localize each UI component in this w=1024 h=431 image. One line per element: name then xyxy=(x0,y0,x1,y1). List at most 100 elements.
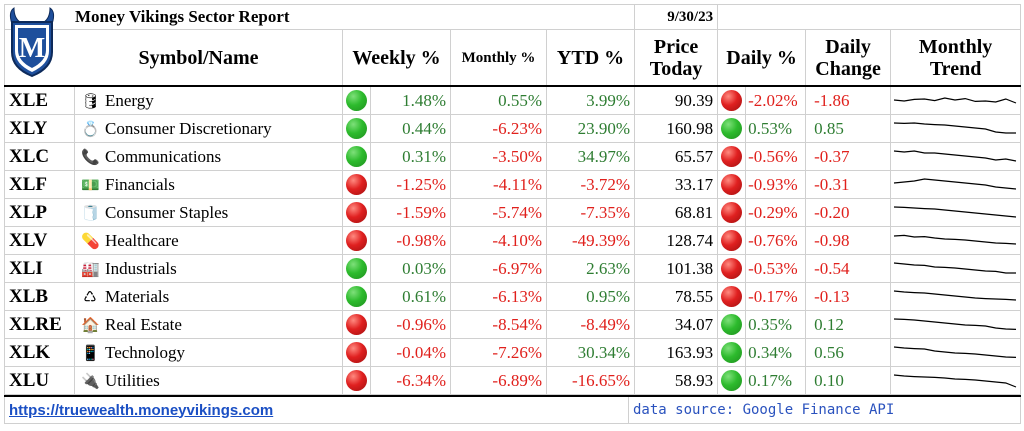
price-cell[interactable]: 68.81 xyxy=(634,198,719,227)
weekly-pct-cell[interactable]: -0.96% xyxy=(370,310,451,339)
ytd-pct-cell[interactable]: 2.63% xyxy=(545,254,636,283)
website-link[interactable]: https://truewealth.moneyvikings.com xyxy=(4,395,629,424)
daily-change-cell[interactable]: -0.20 xyxy=(805,198,892,227)
column-header-monthly[interactable]: Monthly % xyxy=(450,29,547,87)
daily-pct-cell[interactable]: -0.29% xyxy=(745,198,807,227)
ytd-pct-cell[interactable]: -49.39% xyxy=(545,226,636,255)
column-header-price[interactable]: Price Today xyxy=(634,29,719,87)
ytd-pct-cell[interactable]: -16.65% xyxy=(545,366,636,395)
price-cell[interactable]: 65.57 xyxy=(634,142,719,171)
monthly-trend-cell[interactable] xyxy=(890,338,1022,367)
monthly-pct-cell[interactable]: -4.11% xyxy=(450,170,547,199)
symbol-cell[interactable]: XLC xyxy=(4,142,75,171)
sector-name-cell[interactable]: 🧻 Consumer Staples xyxy=(74,198,343,227)
monthly-pct-cell[interactable]: -3.50% xyxy=(450,142,547,171)
ytd-pct-cell[interactable]: 23.90% xyxy=(545,114,636,143)
column-header-symbol-name[interactable]: Symbol/Name xyxy=(4,29,343,87)
monthly-pct-cell[interactable]: -4.10% xyxy=(450,226,547,255)
daily-pct-cell[interactable]: -0.76% xyxy=(745,226,807,255)
column-header-daily-change[interactable]: Daily Change xyxy=(805,29,892,87)
symbol-cell[interactable]: XLF xyxy=(4,170,75,199)
daily-pct-cell[interactable]: 0.53% xyxy=(745,114,807,143)
weekly-pct-cell[interactable]: -6.34% xyxy=(370,366,451,395)
symbol-cell[interactable]: XLRE xyxy=(4,310,75,339)
price-cell[interactable]: 78.55 xyxy=(634,282,719,311)
ytd-pct-cell[interactable]: 0.95% xyxy=(545,282,636,311)
symbol-cell[interactable]: XLV xyxy=(4,226,75,255)
weekly-pct-cell[interactable]: 0.03% xyxy=(370,254,451,283)
daily-change-cell[interactable]: 0.56 xyxy=(805,338,892,367)
symbol-cell[interactable]: XLU xyxy=(4,366,75,395)
sector-name-cell[interactable]: 📱 Technology xyxy=(74,338,343,367)
sector-name-cell[interactable]: 📞 Communications xyxy=(74,142,343,171)
weekly-pct-cell[interactable]: 1.48% xyxy=(370,85,451,115)
monthly-trend-cell[interactable] xyxy=(890,198,1022,227)
symbol-cell[interactable]: XLB xyxy=(4,282,75,311)
sector-name-cell[interactable]: 💍 Consumer Discretionary xyxy=(74,114,343,143)
weekly-pct-cell[interactable]: -0.04% xyxy=(370,338,451,367)
monthly-trend-cell[interactable] xyxy=(890,226,1022,255)
daily-change-cell[interactable]: -0.54 xyxy=(805,254,892,283)
price-cell[interactable]: 33.17 xyxy=(634,170,719,199)
column-header-weekly[interactable]: Weekly % xyxy=(342,29,451,87)
weekly-pct-cell[interactable]: 0.61% xyxy=(370,282,451,311)
monthly-pct-cell[interactable]: -6.13% xyxy=(450,282,547,311)
ytd-pct-cell[interactable]: -3.72% xyxy=(545,170,636,199)
price-cell[interactable]: 160.98 xyxy=(634,114,719,143)
sector-name-cell[interactable]: 💊 Healthcare xyxy=(74,226,343,255)
symbol-cell[interactable]: XLP xyxy=(4,198,75,227)
monthly-trend-cell[interactable] xyxy=(890,85,1022,115)
ytd-pct-cell[interactable]: 30.34% xyxy=(545,338,636,367)
sector-name-cell[interactable]: 🔌 Utilities xyxy=(74,366,343,395)
sector-name-cell[interactable]: 💵 Financials xyxy=(74,170,343,199)
price-cell[interactable]: 90.39 xyxy=(634,85,719,115)
daily-pct-cell[interactable]: -0.93% xyxy=(745,170,807,199)
symbol-cell[interactable]: XLE xyxy=(4,85,75,115)
weekly-pct-cell[interactable]: -1.25% xyxy=(370,170,451,199)
daily-change-cell[interactable]: -0.37 xyxy=(805,142,892,171)
daily-pct-cell[interactable]: 0.34% xyxy=(745,338,807,367)
monthly-trend-cell[interactable] xyxy=(890,310,1022,339)
daily-change-cell[interactable]: -0.98 xyxy=(805,226,892,255)
daily-change-cell[interactable]: -0.31 xyxy=(805,170,892,199)
price-cell[interactable]: 58.93 xyxy=(634,366,719,395)
monthly-trend-cell[interactable] xyxy=(890,142,1022,171)
symbol-cell[interactable]: XLI xyxy=(4,254,75,283)
sector-name-cell[interactable]: 🛢 Energy xyxy=(74,85,343,115)
monthly-pct-cell[interactable]: -7.26% xyxy=(450,338,547,367)
monthly-pct-cell[interactable]: -6.97% xyxy=(450,254,547,283)
daily-pct-cell[interactable]: 0.17% xyxy=(745,366,807,395)
monthly-pct-cell[interactable]: -5.74% xyxy=(450,198,547,227)
weekly-pct-cell[interactable]: -1.59% xyxy=(370,198,451,227)
price-cell[interactable]: 101.38 xyxy=(634,254,719,283)
daily-pct-cell[interactable]: -0.56% xyxy=(745,142,807,171)
monthly-pct-cell[interactable]: -8.54% xyxy=(450,310,547,339)
monthly-trend-cell[interactable] xyxy=(890,282,1022,311)
daily-change-cell[interactable]: 0.12 xyxy=(805,310,892,339)
symbol-cell[interactable]: XLY xyxy=(4,114,75,143)
daily-pct-cell[interactable]: -2.02% xyxy=(745,85,807,115)
monthly-trend-cell[interactable] xyxy=(890,366,1022,395)
daily-pct-cell[interactable]: -0.17% xyxy=(745,282,807,311)
daily-pct-cell[interactable]: 0.35% xyxy=(745,310,807,339)
monthly-pct-cell[interactable]: -6.89% xyxy=(450,366,547,395)
symbol-cell[interactable]: XLK xyxy=(4,338,75,367)
monthly-trend-cell[interactable] xyxy=(890,254,1022,283)
daily-change-cell[interactable]: 0.85 xyxy=(805,114,892,143)
ytd-pct-cell[interactable]: 3.99% xyxy=(545,85,636,115)
weekly-pct-cell[interactable]: 0.44% xyxy=(370,114,451,143)
daily-change-cell[interactable]: -0.13 xyxy=(805,282,892,311)
column-header-ytd[interactable]: YTD % xyxy=(545,29,636,87)
price-cell[interactable]: 128.74 xyxy=(634,226,719,255)
sector-name-cell[interactable]: 🏭 Industrials xyxy=(74,254,343,283)
daily-pct-cell[interactable]: -0.53% xyxy=(745,254,807,283)
daily-change-cell[interactable]: -1.86 xyxy=(805,85,892,115)
ytd-pct-cell[interactable]: 34.97% xyxy=(545,142,636,171)
ytd-pct-cell[interactable]: -8.49% xyxy=(545,310,636,339)
daily-change-cell[interactable]: 0.10 xyxy=(805,366,892,395)
column-header-daily[interactable]: Daily % xyxy=(717,29,807,87)
sector-name-cell[interactable]: ♺ Materials xyxy=(74,282,343,311)
weekly-pct-cell[interactable]: 0.31% xyxy=(370,142,451,171)
column-header-monthly-trend[interactable]: Monthly Trend xyxy=(890,29,1022,87)
monthly-pct-cell[interactable]: -6.23% xyxy=(450,114,547,143)
